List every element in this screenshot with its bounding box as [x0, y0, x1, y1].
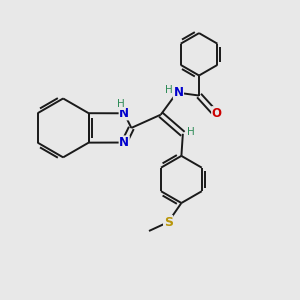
Text: S: S — [164, 216, 172, 229]
Text: N: N — [119, 136, 129, 149]
Text: H: H — [187, 127, 195, 137]
Text: O: O — [212, 107, 222, 120]
Text: N: N — [119, 107, 129, 120]
Text: H: H — [117, 100, 125, 110]
Text: H: H — [165, 85, 172, 94]
Text: N: N — [173, 86, 183, 99]
